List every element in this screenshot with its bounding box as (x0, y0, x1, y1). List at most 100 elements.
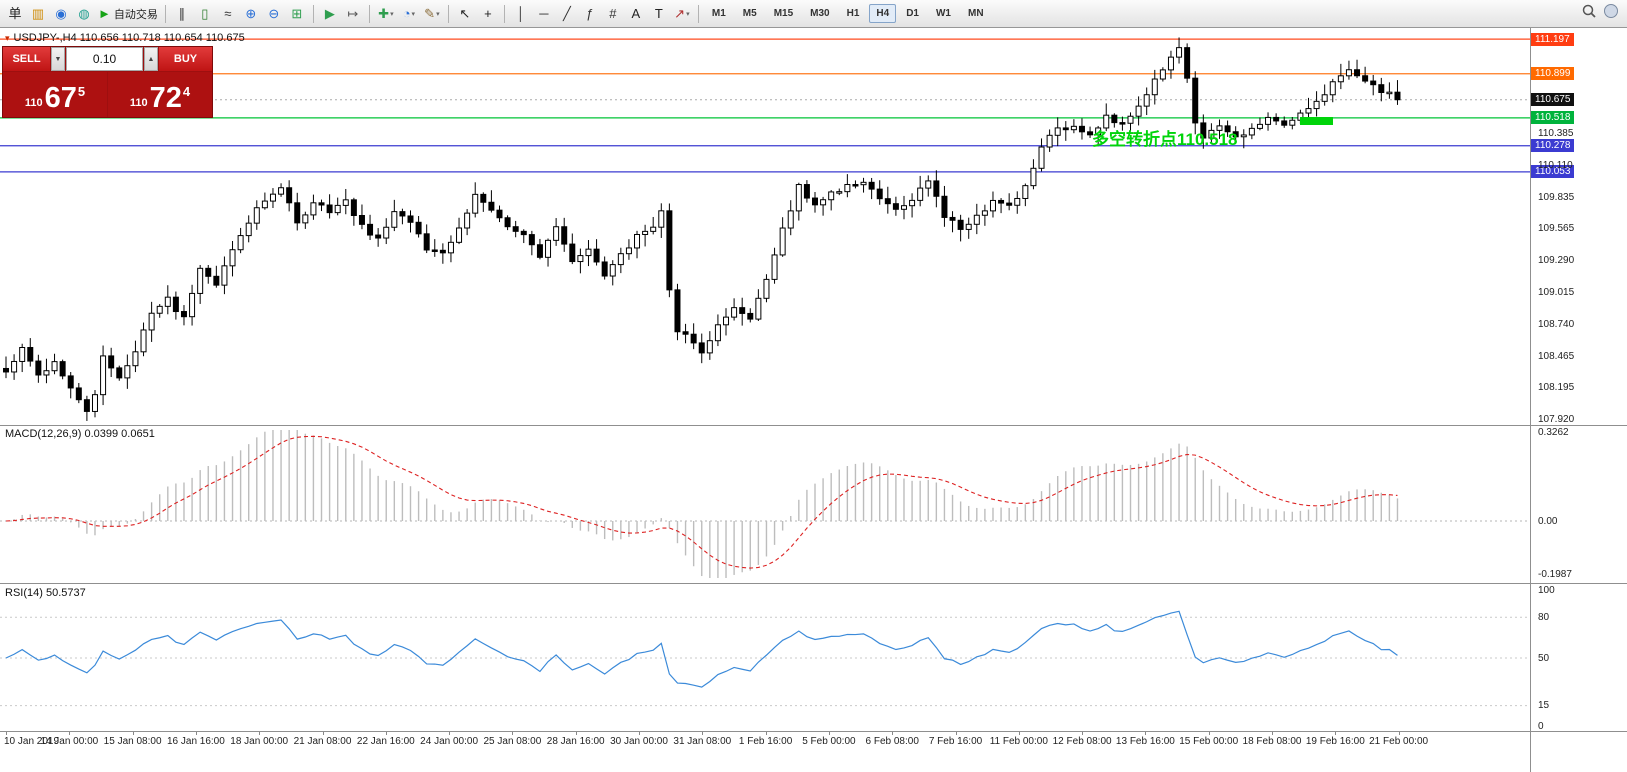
level-price-badge: 110.053 (1531, 165, 1575, 179)
time-axis-label: 28 Jan 16:00 (546, 736, 605, 747)
time-tick (765, 731, 767, 735)
buy-price-big: 72 (149, 82, 182, 115)
time-tick (512, 731, 514, 735)
buy-price-prefix: 110 (129, 97, 148, 109)
timeframe-d1[interactable]: D1 (906, 8, 919, 19)
toolbar-separator (447, 4, 449, 23)
time-tick (1398, 731, 1400, 735)
sell-price-big: 67 (44, 82, 77, 115)
search-icon[interactable] (1581, 3, 1597, 24)
auto-scroll-icon[interactable]: ▶ (324, 6, 335, 21)
timeframe-mn[interactable]: MN (967, 8, 984, 19)
panel-separator (0, 583, 1627, 584)
sell-button[interactable]: SELL (3, 47, 50, 71)
horizontal-line-icon[interactable]: ─ (539, 6, 549, 21)
time-tick (1208, 731, 1210, 735)
macd-label: MACD(12,26,9) 0.0399 0.0651 (5, 428, 155, 440)
time-axis-label: 18 Jan 00:00 (230, 736, 289, 747)
toolbar-separator (312, 4, 314, 23)
level-price-badge: 110.518 (1531, 111, 1575, 125)
time-axis-label: 10 Jan 2019 (4, 736, 60, 747)
symbol-ohlc-text: USDJPY-,H4 110.656 110.718 110.654 110.6… (13, 32, 245, 44)
toolbar-separator (503, 4, 505, 23)
fibonacci-icon[interactable]: ƒ (586, 6, 594, 21)
price-scale-label: 109.835 (1538, 191, 1575, 203)
timeframe-w1[interactable]: W1 (935, 8, 951, 19)
navigator-icon[interactable]: ◍ (78, 6, 90, 21)
time-tick (828, 731, 830, 735)
time-axis-label: 24 Jan 00:00 (420, 736, 479, 747)
time-axis-label: 16 Jan 16:00 (166, 736, 225, 747)
macd-signal-line (5, 435, 1398, 569)
bar-chart-type-icon[interactable]: ∥ (178, 6, 186, 21)
new-order-button[interactable]: 单 (8, 6, 22, 21)
timeframe-m30[interactable]: M30 (810, 8, 830, 19)
templates-icon[interactable]: ✎ ▾ (424, 6, 440, 21)
chart-shift-icon[interactable]: ↦ (347, 6, 359, 21)
timeframe-h1[interactable]: H1 (846, 8, 860, 19)
lot-increase-button[interactable]: ▲ (144, 47, 158, 71)
arrow-objects-icon[interactable]: ↗ ▾ (674, 6, 690, 21)
time-tick (1082, 731, 1084, 735)
time-axis-label: 11 Feb 00:00 (989, 736, 1048, 747)
time-axis-label: 31 Jan 08:00 (673, 736, 732, 747)
market-watch-icon[interactable]: ◉ (55, 6, 67, 21)
price-scale-label: 110.110 (1538, 159, 1573, 171)
lot-size-input[interactable]: 0.10 (66, 47, 143, 71)
timeframe-m5[interactable]: M5 (742, 8, 757, 19)
periods-icon[interactable]: ◔ ▾ (402, 6, 416, 21)
vertical-line-icon[interactable]: │ (516, 6, 525, 21)
time-axis-label: 12 Feb 08:00 (1052, 736, 1112, 747)
time-axis-label: 22 Jan 16:00 (356, 736, 415, 747)
time-axis-label: 5 Feb 00:00 (802, 736, 856, 747)
rsi-scale-label: 100 (1538, 584, 1555, 596)
charts-window-icon[interactable]: ▥ (31, 6, 45, 21)
buy-button[interactable]: BUY (159, 47, 212, 71)
symbol-marker-icon: ▾ (5, 32, 10, 43)
community-icon[interactable] (1603, 3, 1619, 24)
price-scale-label: 109.290 (1538, 254, 1575, 266)
time-axis-label: 13 Feb 16:00 (1115, 736, 1175, 747)
price-scale-label: 108.195 (1538, 381, 1575, 393)
one-click-trading-panel: SELL ▼ 0.10 ▲ BUY 110 67 5 110 72 4 (2, 46, 213, 118)
cursor-icon[interactable]: ↖ (459, 6, 471, 21)
time-axis[interactable]: 10 Jan 2019 14 Jan 00:00 15 Jan 08:00 16 Ja… (0, 731, 1530, 772)
trendline-icon[interactable]: ╱ (562, 6, 571, 21)
level-price-badge: 110.899 (1531, 67, 1575, 81)
chart-annotation[interactable]: 多空转折点110.518 (1092, 130, 1238, 149)
time-tick (132, 731, 134, 735)
time-axis-label: 15 Jan 08:00 (103, 736, 162, 747)
text-label-icon[interactable]: T (654, 6, 663, 21)
price-scale[interactable]: 111.197 110.899 110.675 110.518 110.278 110.0… (1530, 0, 1627, 772)
sell-price-pip: 5 (77, 84, 86, 99)
sell-price-display[interactable]: 110 67 5 (3, 72, 107, 117)
time-tick (6, 731, 7, 735)
zoom-in-icon[interactable]: ⊕ (245, 6, 257, 21)
crosshair-icon[interactable]: + (484, 6, 492, 21)
tile-windows-icon[interactable]: ⊞ (291, 6, 303, 21)
time-tick (1145, 731, 1147, 735)
time-axis-label: 21 Jan 08:00 (293, 736, 352, 747)
price-scale-label: 108.740 (1538, 318, 1575, 330)
autotrade-button[interactable]: ► 自动交易 (98, 6, 158, 21)
zoom-out-icon[interactable]: ⊖ (268, 6, 280, 21)
time-tick (1272, 731, 1273, 735)
symbol-info: ▾ USDJPY-,H4 110.656 110.718 110.654 110… (5, 32, 245, 44)
timeframe-m1[interactable]: M1 (711, 8, 726, 19)
time-tick (195, 731, 197, 735)
chart-canvas[interactable] (0, 0, 1530, 731)
macd-scale-label: -0.1987 (1538, 569, 1572, 581)
indicators-icon[interactable]: ✚ ▾ (378, 6, 394, 21)
text-icon[interactable]: A (631, 6, 641, 21)
buy-price-display[interactable]: 110 72 4 (108, 72, 212, 117)
panel-separator (0, 731, 1627, 732)
timeframe-m15[interactable]: M15 (773, 8, 794, 19)
rsi-scale-label: 0 (1538, 720, 1544, 732)
lot-decrease-button[interactable]: ▼ (51, 47, 65, 71)
time-tick (955, 731, 957, 735)
time-tick (575, 731, 577, 735)
grid-objects-icon[interactable]: # (609, 6, 617, 21)
timeframe-h4[interactable]: H4 (869, 4, 897, 23)
line-chart-type-icon[interactable]: ≈ (224, 6, 232, 21)
candlestick-type-icon[interactable]: ▯ (201, 6, 209, 21)
